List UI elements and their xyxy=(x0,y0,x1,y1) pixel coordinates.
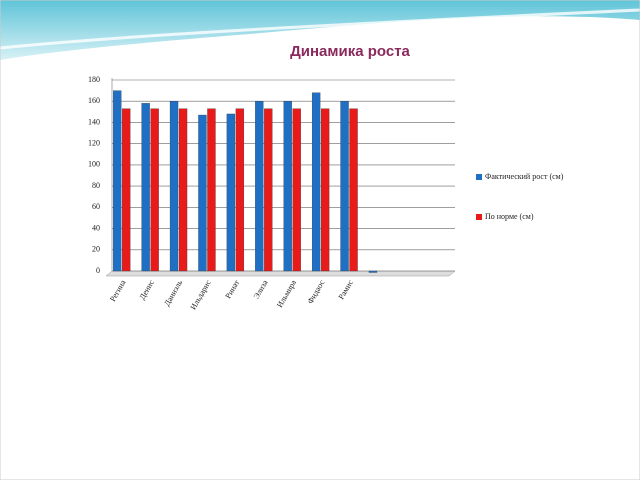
y-tick-label: 120 xyxy=(88,138,100,147)
header-wave xyxy=(0,0,640,60)
bar xyxy=(283,101,292,272)
bar xyxy=(349,108,358,272)
legend-swatch xyxy=(476,214,482,220)
bar xyxy=(113,90,122,272)
bar xyxy=(235,108,245,272)
y-tick-label: 0 xyxy=(96,266,100,275)
y-tick-label: 80 xyxy=(92,181,100,190)
y-tick-label: 60 xyxy=(92,202,100,211)
y-tick-label: 180 xyxy=(88,75,100,84)
legend-label: По норме (см) xyxy=(485,212,534,221)
x-tick-label: Даниэль xyxy=(162,278,184,307)
x-tick-label: Регина xyxy=(108,278,128,303)
bar xyxy=(207,108,216,272)
bar xyxy=(264,108,273,272)
y-tick-label: 20 xyxy=(92,245,100,254)
legend-label: Фактический рост (см) xyxy=(485,172,564,181)
bar xyxy=(150,108,159,272)
legend-swatch xyxy=(476,174,482,180)
bar xyxy=(141,103,150,272)
y-tick-label: 40 xyxy=(92,223,100,232)
bar xyxy=(292,108,301,272)
y-tick-label: 100 xyxy=(88,160,100,169)
chart-title: Динамика роста xyxy=(290,43,410,60)
x-tick-label: Ильмира xyxy=(275,278,298,309)
bar xyxy=(178,108,188,272)
x-tick-label: Денис xyxy=(138,278,157,301)
floor xyxy=(105,270,456,277)
x-tick-label: Ильдарис xyxy=(189,278,213,311)
bar xyxy=(226,113,236,272)
x-tick-label: Ринат xyxy=(223,278,241,300)
bar xyxy=(198,114,207,272)
wave-line xyxy=(0,8,640,50)
bar xyxy=(255,101,264,272)
bar xyxy=(311,92,321,272)
bar xyxy=(122,108,131,272)
x-tick-label: Элиза xyxy=(252,278,270,300)
bar xyxy=(169,101,179,272)
x-tick-label: Рамис xyxy=(337,278,355,301)
y-tick-label: 140 xyxy=(88,117,100,126)
x-tick-label: Фидаос xyxy=(306,278,327,305)
bar xyxy=(368,270,378,273)
y-tick-label: 160 xyxy=(88,96,100,105)
bar xyxy=(320,108,330,272)
bar xyxy=(340,101,349,272)
